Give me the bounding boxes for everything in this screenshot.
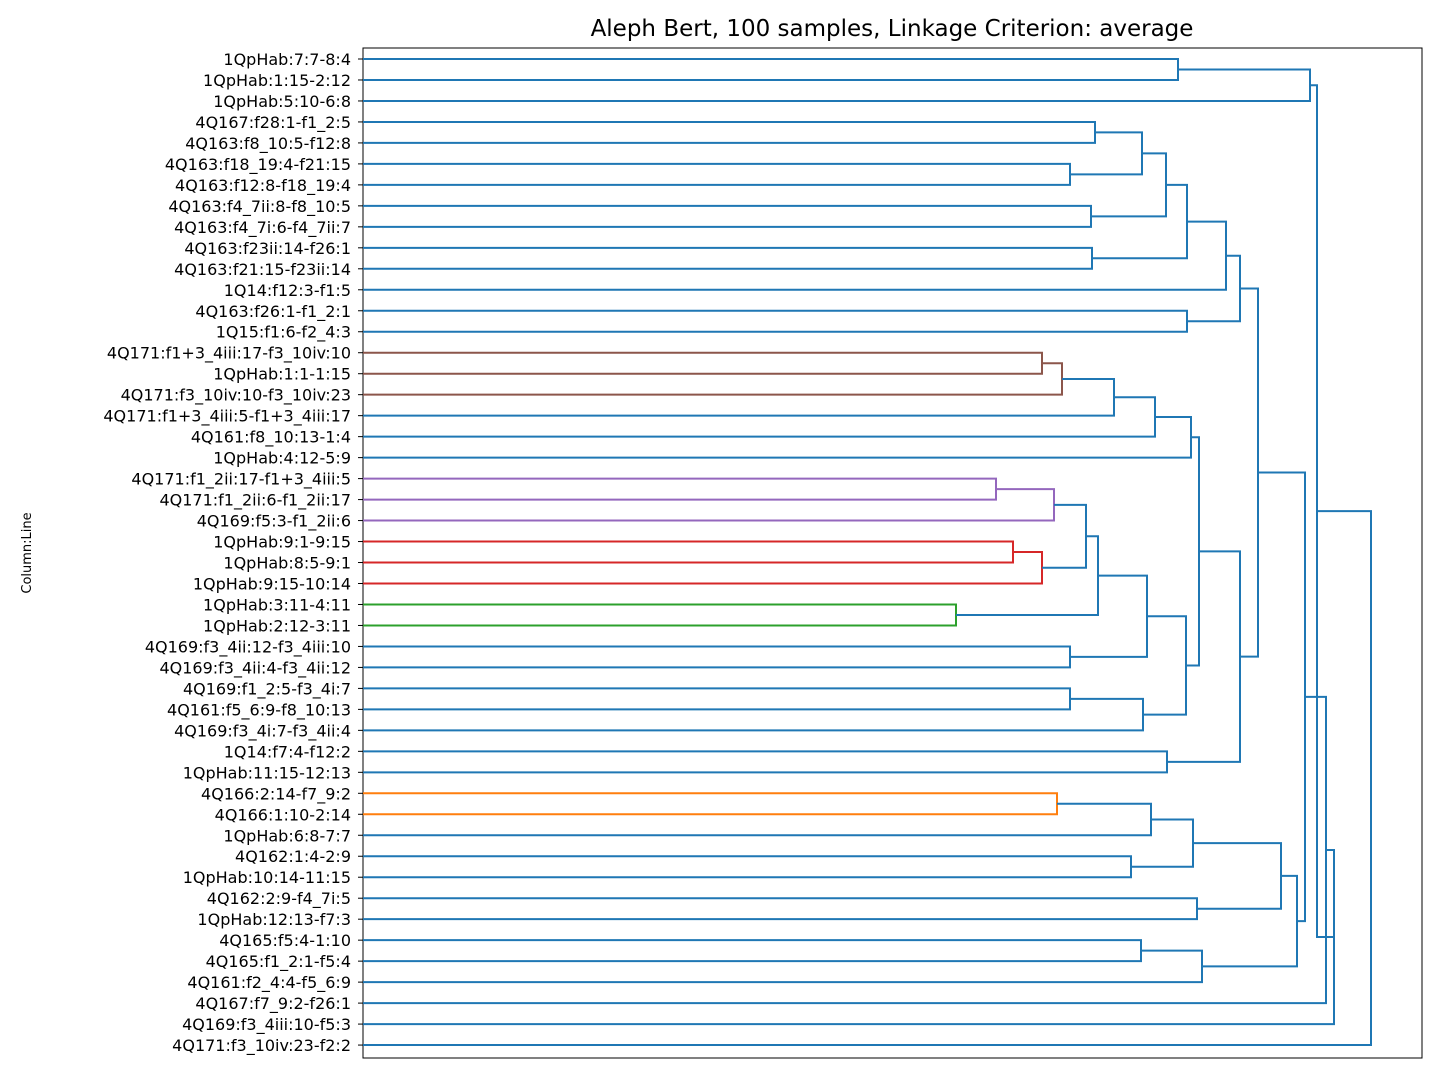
leaf-label: 4Q171:f3_10iv:23-f2:2 bbox=[172, 1036, 351, 1056]
leaf-label: 4Q171:f1_2ii:6-f1_2ii:17 bbox=[159, 491, 351, 511]
leaf-label: 4Q163:f21:15-f23ii:14 bbox=[174, 260, 351, 279]
leaf-label: 1QpHab:12:13-f7:3 bbox=[197, 910, 351, 929]
leaf-label: 4Q169:f5:3-f1_2ii:6 bbox=[197, 512, 351, 532]
leaf-label: 4Q163:f12:8-f18_19:4 bbox=[175, 176, 351, 196]
leaf-label: 4Q166:1:10-2:14 bbox=[215, 805, 351, 824]
plot-frame bbox=[362, 47, 1423, 1059]
leaf-label: 4Q163:f8_10:5-f12:8 bbox=[185, 134, 351, 154]
leaf-label: 4Q163:f4_7i:6-f4_7ii:7 bbox=[174, 218, 351, 238]
leaf-label: 1Q14:f7:4-f12:2 bbox=[224, 742, 351, 761]
leaf-label: 1QpHab:9:1-9:15 bbox=[213, 533, 351, 552]
leaf-label: 1Q15:f1:6-f2_4:3 bbox=[216, 323, 351, 343]
leaf-label: 4Q169:f3_4ii:4-f3_4ii:12 bbox=[159, 658, 351, 678]
leaf-tick-marks bbox=[358, 58, 363, 1046]
leaf-label: 1QpHab:1:1-1:15 bbox=[213, 365, 351, 384]
leaf-label: 1QpHab:4:12-5:9 bbox=[213, 449, 351, 468]
leaf-label: 1QpHab:2:12-3:11 bbox=[203, 616, 351, 635]
chart-title: Aleph Bert, 100 samples, Linkage Criteri… bbox=[591, 16, 1194, 42]
leaf-label: 4Q171:f1_2ii:17-f1+3_4iii:5 bbox=[131, 470, 351, 490]
leaf-labels: 1QpHab:7:7-8:4 1QpHab:1:15-2:12 1QpHab:5:1… bbox=[103, 50, 351, 1056]
leaf-label: 4Q161:f2_4:4-f5_6:9 bbox=[187, 973, 351, 993]
leaf-label: 1QpHab:10:14-11:15 bbox=[183, 868, 351, 887]
leaf-label: 1QpHab:11:15-12:13 bbox=[183, 763, 351, 782]
leaf-label: 4Q163:f18_19:4-f21:15 bbox=[165, 155, 351, 175]
leaf-label: 1QpHab:7:7-8:4 bbox=[223, 50, 351, 69]
y-axis-label: Column:Line bbox=[20, 512, 35, 593]
leaf-label: 1QpHab:5:10-6:8 bbox=[213, 92, 351, 111]
leaf-label: 4Q161:f5_6:9-f8_10:13 bbox=[167, 700, 351, 720]
leaf-label: 4Q163:f23ii:14-f26:1 bbox=[184, 239, 351, 258]
leaf-label: 4Q169:f3_4ii:12-f3_4iii:10 bbox=[145, 637, 351, 657]
leaf-label: 4Q163:f26:1-f1_2:1 bbox=[195, 302, 351, 322]
leaf-label: 1QpHab:6:8-7:7 bbox=[223, 826, 351, 845]
leaf-label: 4Q167:f7_9:2-f26:1 bbox=[195, 994, 351, 1014]
leaf-label: 4Q162:1:4-2:9 bbox=[235, 847, 351, 866]
leaf-label: 1QpHab:9:15-10:14 bbox=[193, 575, 351, 594]
leaf-label: 4Q171:f1+3_4iii:5-f1+3_4iii:17 bbox=[103, 407, 351, 427]
leaf-label: 4Q165:f1_2:1-f5:4 bbox=[206, 952, 351, 972]
leaf-label: 4Q162:2:9-f4_7i:5 bbox=[207, 889, 351, 909]
leaf-label: 4Q161:f8_10:13-1:4 bbox=[191, 428, 351, 448]
leaf-label: 4Q163:f4_7ii:8-f8_10:5 bbox=[168, 197, 351, 217]
dendrogram-link bbox=[363, 510, 1372, 1047]
leaf-label: 4Q165:f5:4-1:10 bbox=[219, 931, 351, 950]
dendrogram-branches bbox=[363, 58, 1372, 1047]
leaf-label: 1QpHab:1:15-2:12 bbox=[203, 71, 351, 90]
leaf-label: 4Q169:f3_4iii:10-f5:3 bbox=[182, 1015, 351, 1035]
leaf-label: 1QpHab:3:11-4:11 bbox=[203, 595, 351, 614]
leaf-label: 4Q169:f1_2:5-f3_4i:7 bbox=[183, 679, 351, 699]
leaf-label: 4Q166:2:14-f7_9:2 bbox=[201, 784, 351, 804]
leaf-label: 4Q171:f1+3_4iii:17-f3_10iv:10 bbox=[107, 344, 351, 364]
leaf-label: 4Q167:f28:1-f1_2:5 bbox=[195, 113, 351, 133]
leaf-label: 1QpHab:8:5-9:1 bbox=[223, 554, 351, 573]
leaf-label: 4Q171:f3_10iv:10-f3_10iv:23 bbox=[121, 386, 351, 406]
leaf-label: 1Q14:f12:3-f1:5 bbox=[224, 281, 351, 300]
leaf-label: 4Q169:f3_4i:7-f3_4ii:4 bbox=[174, 721, 351, 741]
